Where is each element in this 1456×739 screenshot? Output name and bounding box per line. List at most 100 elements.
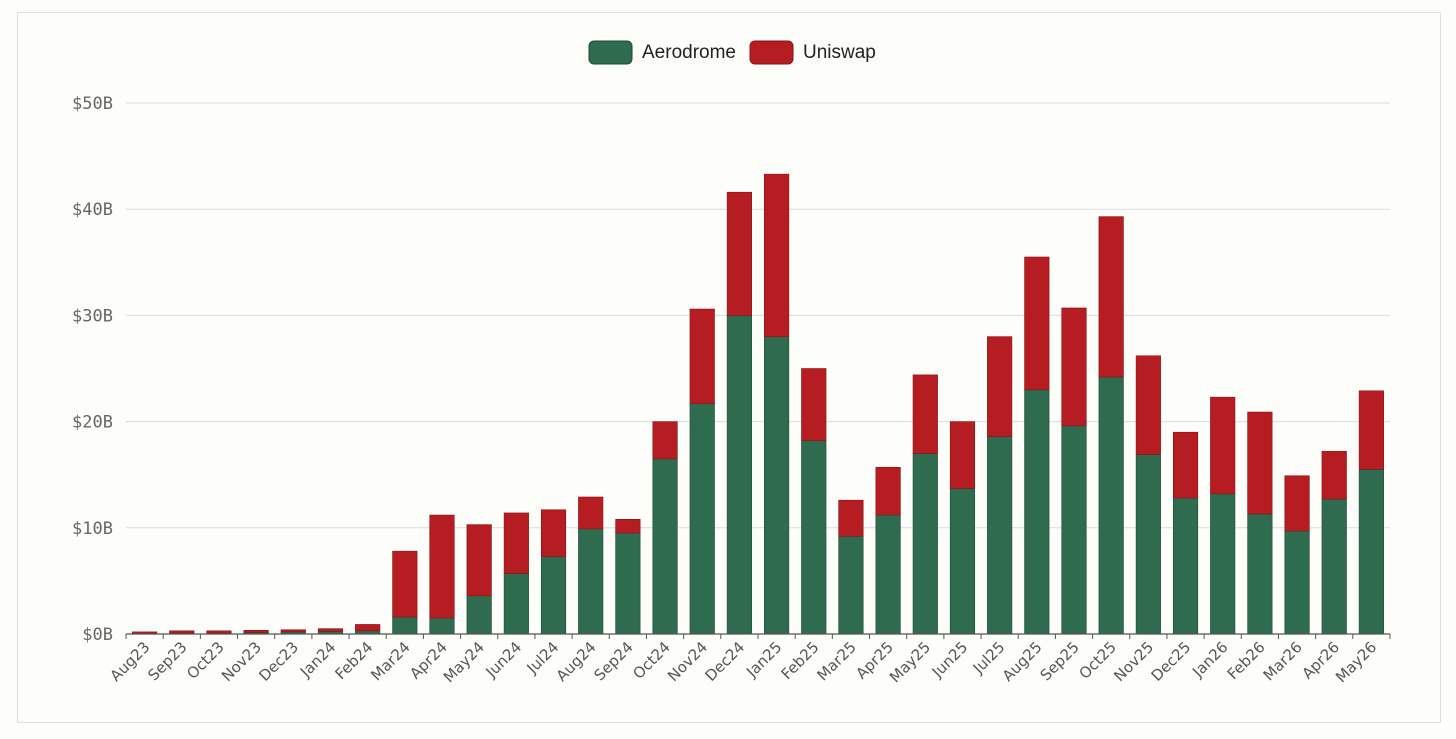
bar-group-jun24[interactable] (503, 512, 529, 635)
bar-group-oct25[interactable] (1098, 216, 1124, 635)
bar-uniswap-dec23[interactable] (280, 629, 306, 633)
bar-uniswap-jun24[interactable] (503, 512, 529, 574)
bar-aerodrome-mar24[interactable] (392, 616, 418, 635)
bar-uniswap-jan24[interactable] (317, 628, 344, 632)
bar-group-nov24[interactable] (689, 308, 715, 635)
bar-aerodrome-mar26[interactable] (1284, 530, 1310, 635)
bar-uniswap-nov23[interactable] (243, 629, 269, 633)
legend: Aerodrome Uniswap (588, 40, 876, 65)
bar-uniswap-jan25[interactable] (764, 173, 790, 337)
bar-uniswap-mar26[interactable] (1284, 475, 1310, 532)
bar-aerodrome-mar25[interactable] (838, 535, 864, 635)
bar-group-jun25[interactable] (949, 421, 976, 635)
bar-uniswap-aug25[interactable] (1024, 256, 1050, 391)
legend-item-uniswap[interactable]: Uniswap (749, 40, 876, 65)
bar-aerodrome-jan25[interactable] (764, 336, 790, 635)
x-tick-label: Mar26 (1260, 638, 1306, 684)
bar-group-may25[interactable] (912, 374, 938, 635)
x-tick-label: Aug24 (553, 638, 600, 685)
bar-aerodrome-may24[interactable] (466, 595, 492, 635)
bar-group-dec24[interactable] (726, 191, 752, 635)
bar-group-jul24[interactable] (540, 509, 567, 635)
bar-group-dec23[interactable] (280, 629, 306, 635)
bar-aerodrome-may26[interactable] (1358, 469, 1384, 635)
bar-aerodrome-sep25[interactable] (1061, 425, 1087, 635)
bar-group-jan25[interactable] (764, 173, 790, 635)
bar-aerodrome-aug24[interactable] (578, 528, 604, 635)
bar-group-may24[interactable] (466, 524, 492, 635)
legend-item-aerodrome[interactable]: Aerodrome (588, 40, 736, 65)
bar-group-may26[interactable] (1358, 390, 1384, 635)
bar-group-aug25[interactable] (1024, 256, 1050, 635)
bar-aerodrome-dec24[interactable] (726, 315, 752, 635)
bar-uniswap-oct24[interactable] (652, 421, 678, 460)
bar-aerodrome-dec25[interactable] (1172, 497, 1199, 635)
bar-aerodrome-oct25[interactable] (1098, 376, 1124, 635)
bar-aerodrome-jan26[interactable] (1210, 493, 1236, 635)
bar-uniswap-aug23[interactable] (132, 631, 158, 634)
bar-uniswap-sep25[interactable] (1061, 307, 1087, 427)
bar-group-nov25[interactable] (1135, 355, 1161, 635)
bar-uniswap-jul25[interactable] (987, 336, 1013, 437)
bar-aerodrome-nov24[interactable] (689, 403, 715, 635)
bar-uniswap-jan26[interactable] (1210, 396, 1236, 495)
bar-aerodrome-jul24[interactable] (540, 556, 567, 635)
bar-group-feb24[interactable] (355, 624, 381, 635)
bar-aerodrome-jun24[interactable] (503, 573, 529, 635)
bar-group-jan24[interactable] (317, 628, 344, 635)
bar-uniswap-sep23[interactable] (169, 630, 195, 634)
bar-uniswap-apr25[interactable] (875, 466, 901, 516)
bars (132, 173, 1384, 635)
bar-group-jul25[interactable] (987, 336, 1013, 635)
bar-uniswap-oct25[interactable] (1098, 216, 1124, 378)
bar-uniswap-may24[interactable] (466, 524, 492, 597)
bar-aerodrome-aug25[interactable] (1024, 389, 1050, 635)
bar-uniswap-mar25[interactable] (838, 499, 864, 537)
bar-group-dec25[interactable] (1172, 431, 1199, 635)
bar-aerodrome-may25[interactable] (912, 453, 938, 635)
x-tick-label: Mar24 (367, 638, 413, 684)
bar-aerodrome-jul25[interactable] (987, 436, 1013, 635)
bar-uniswap-dec24[interactable] (726, 191, 752, 316)
bar-group-sep24[interactable] (615, 519, 641, 635)
bar-uniswap-sep24[interactable] (615, 519, 641, 534)
bar-group-sep25[interactable] (1061, 307, 1087, 635)
bar-uniswap-feb25[interactable] (801, 368, 827, 442)
bar-uniswap-may26[interactable] (1358, 390, 1384, 470)
y-tick-label: $40B (72, 200, 113, 220)
bar-aerodrome-jun25[interactable] (949, 488, 976, 635)
bar-uniswap-nov24[interactable] (689, 308, 715, 404)
bar-group-mar24[interactable] (392, 550, 418, 635)
bar-group-apr26[interactable] (1321, 451, 1347, 635)
bar-group-apr24[interactable] (429, 514, 455, 635)
bar-group-feb26[interactable] (1247, 411, 1273, 635)
bar-aerodrome-oct24[interactable] (652, 458, 678, 635)
bar-uniswap-apr26[interactable] (1321, 451, 1347, 500)
bar-group-feb25[interactable] (801, 368, 827, 635)
bar-uniswap-aug24[interactable] (578, 496, 604, 530)
bar-aerodrome-apr24[interactable] (429, 617, 455, 635)
bar-group-mar26[interactable] (1284, 475, 1310, 635)
bar-uniswap-mar24[interactable] (392, 550, 418, 618)
bar-uniswap-oct23[interactable] (206, 630, 232, 634)
bar-aerodrome-apr26[interactable] (1321, 498, 1347, 635)
x-tick-label: Feb25 (778, 638, 823, 683)
bar-uniswap-dec25[interactable] (1172, 431, 1199, 499)
bar-group-jan26[interactable] (1210, 396, 1236, 635)
bar-group-mar25[interactable] (838, 499, 864, 635)
bar-uniswap-jun25[interactable] (949, 421, 976, 489)
bar-uniswap-nov25[interactable] (1135, 355, 1161, 455)
bar-aerodrome-feb25[interactable] (801, 440, 827, 635)
bar-uniswap-may25[interactable] (912, 374, 938, 454)
bar-group-aug24[interactable] (578, 496, 604, 635)
bar-aerodrome-apr25[interactable] (875, 514, 901, 635)
bar-uniswap-feb26[interactable] (1247, 411, 1273, 515)
bar-uniswap-apr24[interactable] (429, 514, 455, 619)
bar-aerodrome-sep24[interactable] (615, 532, 641, 635)
bar-aerodrome-nov25[interactable] (1135, 454, 1161, 635)
bar-aerodrome-feb26[interactable] (1247, 513, 1273, 635)
bar-group-apr25[interactable] (875, 466, 901, 635)
bar-group-oct24[interactable] (652, 421, 678, 635)
bar-uniswap-feb24[interactable] (355, 624, 381, 632)
bar-uniswap-jul24[interactable] (540, 509, 567, 557)
